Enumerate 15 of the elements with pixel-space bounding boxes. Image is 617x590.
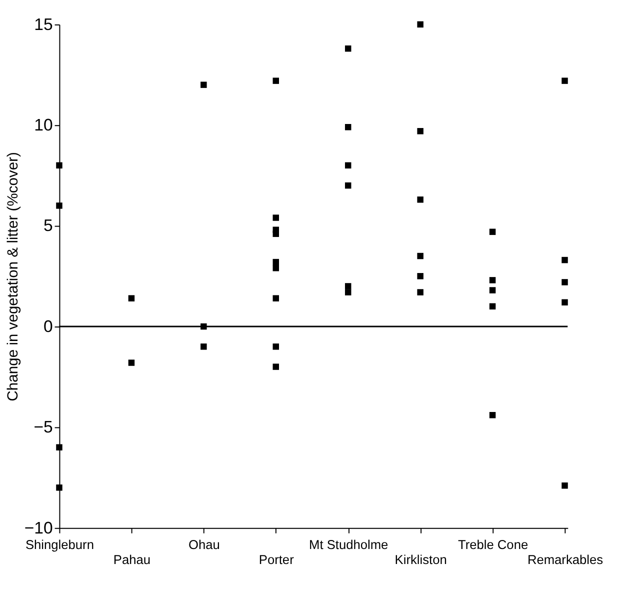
x-tick-label: Shingleburn — [25, 537, 94, 552]
x-tick-label: Porter — [258, 552, 295, 567]
x-tick-label: Treble Cone — [458, 537, 528, 552]
y-tick-label: 15 — [34, 14, 53, 34]
x-tick-label: Ohau — [188, 537, 220, 552]
y-tick-label: 0 — [43, 316, 53, 336]
y-tick-label: −5 — [34, 418, 53, 437]
x-tick-label: Mt Studholme — [309, 537, 388, 552]
x-tick-label: Remarkables — [527, 552, 604, 567]
y-tick-label: −10 — [24, 518, 53, 538]
y-tick-label: 10 — [34, 116, 53, 135]
x-tick-label: Pahau — [113, 552, 150, 567]
y-axis-title: Change in vegetation & litter (%cover) — [5, 152, 22, 402]
x-tick-label: Kirkliston — [394, 552, 447, 567]
y-tick-label: 5 — [43, 216, 53, 236]
